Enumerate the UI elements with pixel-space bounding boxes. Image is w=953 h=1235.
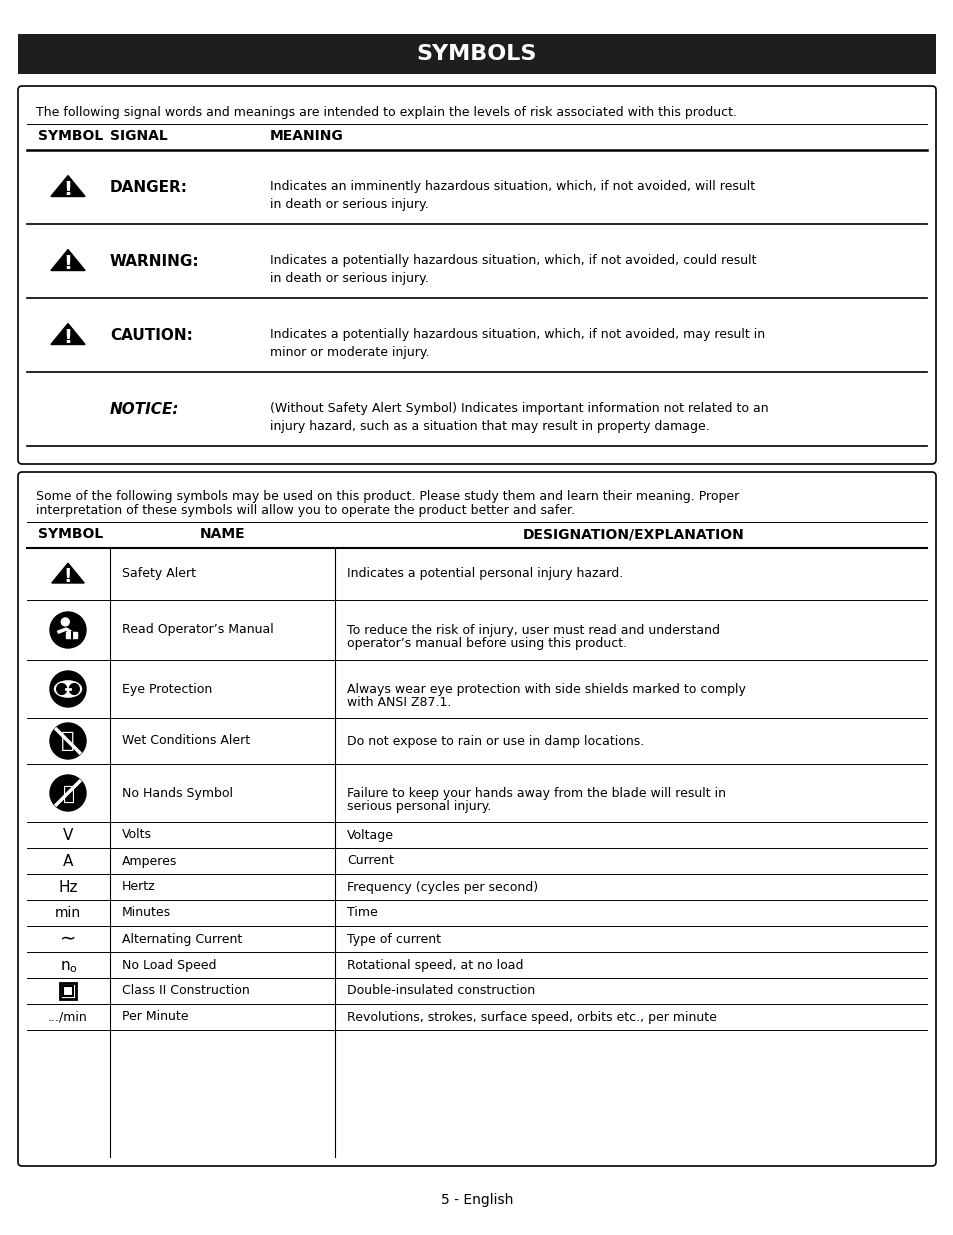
Text: Class II Construction: Class II Construction bbox=[122, 984, 250, 998]
Text: Current: Current bbox=[347, 855, 394, 867]
Text: Indicates a potentially hazardous situation, which, if not avoided, could result: Indicates a potentially hazardous situat… bbox=[270, 254, 756, 285]
Text: CAUTION:: CAUTION: bbox=[110, 327, 193, 342]
Text: SYMBOL: SYMBOL bbox=[38, 128, 103, 143]
Text: !: ! bbox=[64, 254, 72, 273]
Bar bbox=[60, 983, 76, 999]
Text: Do not expose to rain or use in damp locations.: Do not expose to rain or use in damp loc… bbox=[347, 735, 643, 747]
Text: operator’s manual before using this product.: operator’s manual before using this prod… bbox=[347, 637, 626, 650]
Text: Eye Protection: Eye Protection bbox=[122, 683, 212, 695]
Text: Type of current: Type of current bbox=[347, 932, 440, 946]
Text: NAME: NAME bbox=[199, 527, 245, 541]
Text: MEANING: MEANING bbox=[270, 128, 343, 143]
Text: Hertz: Hertz bbox=[122, 881, 155, 893]
Text: Minutes: Minutes bbox=[122, 906, 171, 920]
Polygon shape bbox=[51, 324, 85, 345]
Text: Double-insulated construction: Double-insulated construction bbox=[347, 984, 535, 998]
Text: SYMBOL: SYMBOL bbox=[38, 527, 103, 541]
Bar bbox=[63, 986, 72, 995]
Text: Failure to keep your hands away from the blade will result in: Failure to keep your hands away from the… bbox=[347, 787, 725, 800]
Text: Indicates an imminently hazardous situation, which, if not avoided, will result
: Indicates an imminently hazardous situat… bbox=[270, 180, 755, 211]
Circle shape bbox=[50, 776, 86, 811]
Text: ∼: ∼ bbox=[60, 930, 76, 948]
Text: n: n bbox=[60, 957, 70, 972]
Circle shape bbox=[61, 618, 70, 626]
Text: .../min: .../min bbox=[48, 1010, 88, 1024]
Text: DESIGNATION/EXPLANATION: DESIGNATION/EXPLANATION bbox=[522, 527, 743, 541]
Ellipse shape bbox=[54, 680, 81, 697]
Text: WARNING:: WARNING: bbox=[110, 253, 199, 268]
Bar bbox=[66, 632, 77, 638]
Text: 5 - English: 5 - English bbox=[440, 1193, 513, 1207]
Text: A: A bbox=[63, 853, 73, 868]
Ellipse shape bbox=[56, 684, 67, 694]
Text: ⏻: ⏻ bbox=[61, 731, 74, 751]
Text: Wet Conditions Alert: Wet Conditions Alert bbox=[122, 735, 250, 747]
Text: Amperes: Amperes bbox=[122, 855, 177, 867]
Polygon shape bbox=[51, 175, 85, 196]
Text: Volts: Volts bbox=[122, 829, 152, 841]
Text: Revolutions, strokes, surface speed, orbits etc., per minute: Revolutions, strokes, surface speed, orb… bbox=[347, 1010, 716, 1024]
Text: ✋: ✋ bbox=[63, 784, 75, 804]
Text: DANGER:: DANGER: bbox=[110, 179, 188, 194]
Text: o: o bbox=[70, 965, 76, 974]
Text: Per Minute: Per Minute bbox=[122, 1010, 189, 1024]
Polygon shape bbox=[51, 563, 84, 583]
FancyBboxPatch shape bbox=[18, 86, 935, 464]
Text: Always wear eye protection with side shields marked to comply: Always wear eye protection with side shi… bbox=[347, 683, 745, 697]
Polygon shape bbox=[51, 249, 85, 270]
Text: Indicates a potential personal injury hazard.: Indicates a potential personal injury ha… bbox=[347, 568, 622, 580]
Text: Time: Time bbox=[347, 906, 377, 920]
Circle shape bbox=[50, 671, 86, 706]
Text: Indicates a potentially hazardous situation, which, if not avoided, may result i: Indicates a potentially hazardous situat… bbox=[270, 329, 764, 359]
Text: !: ! bbox=[64, 180, 72, 199]
Text: Voltage: Voltage bbox=[347, 829, 394, 841]
Text: Frequency (cycles per second): Frequency (cycles per second) bbox=[347, 881, 537, 893]
Text: NOTICE:: NOTICE: bbox=[110, 401, 179, 416]
Text: Some of the following symbols may be used on this product. Please study them and: Some of the following symbols may be use… bbox=[36, 490, 739, 503]
Text: The following signal words and meanings are intended to explain the levels of ri: The following signal words and meanings … bbox=[36, 106, 737, 119]
Text: (Without Safety Alert Symbol) Indicates important information not related to an
: (Without Safety Alert Symbol) Indicates … bbox=[270, 403, 768, 433]
Text: !: ! bbox=[64, 329, 72, 347]
Text: V: V bbox=[63, 827, 73, 842]
Text: serious personal injury.: serious personal injury. bbox=[347, 800, 491, 813]
Text: SIGNAL: SIGNAL bbox=[110, 128, 168, 143]
Circle shape bbox=[50, 722, 86, 760]
Text: Rotational speed, at no load: Rotational speed, at no load bbox=[347, 958, 523, 972]
Ellipse shape bbox=[70, 684, 79, 694]
Text: !: ! bbox=[64, 567, 72, 587]
Text: SYMBOLS: SYMBOLS bbox=[416, 44, 537, 64]
Text: No Load Speed: No Load Speed bbox=[122, 958, 216, 972]
Text: To reduce the risk of injury, user must read and understand: To reduce the risk of injury, user must … bbox=[347, 624, 720, 637]
FancyBboxPatch shape bbox=[18, 472, 935, 1166]
Text: with ANSI Z87.1.: with ANSI Z87.1. bbox=[347, 697, 451, 709]
Text: interpretation of these symbols will allow you to operate the product better and: interpretation of these symbols will all… bbox=[36, 504, 575, 517]
Text: Read Operator’s Manual: Read Operator’s Manual bbox=[122, 624, 274, 636]
Text: Safety Alert: Safety Alert bbox=[122, 568, 195, 580]
Bar bbox=[18, 35, 935, 74]
Text: No Hands Symbol: No Hands Symbol bbox=[122, 787, 233, 799]
Text: Hz: Hz bbox=[58, 879, 77, 894]
Text: Alternating Current: Alternating Current bbox=[122, 932, 242, 946]
Text: min: min bbox=[55, 906, 81, 920]
Circle shape bbox=[50, 613, 86, 648]
